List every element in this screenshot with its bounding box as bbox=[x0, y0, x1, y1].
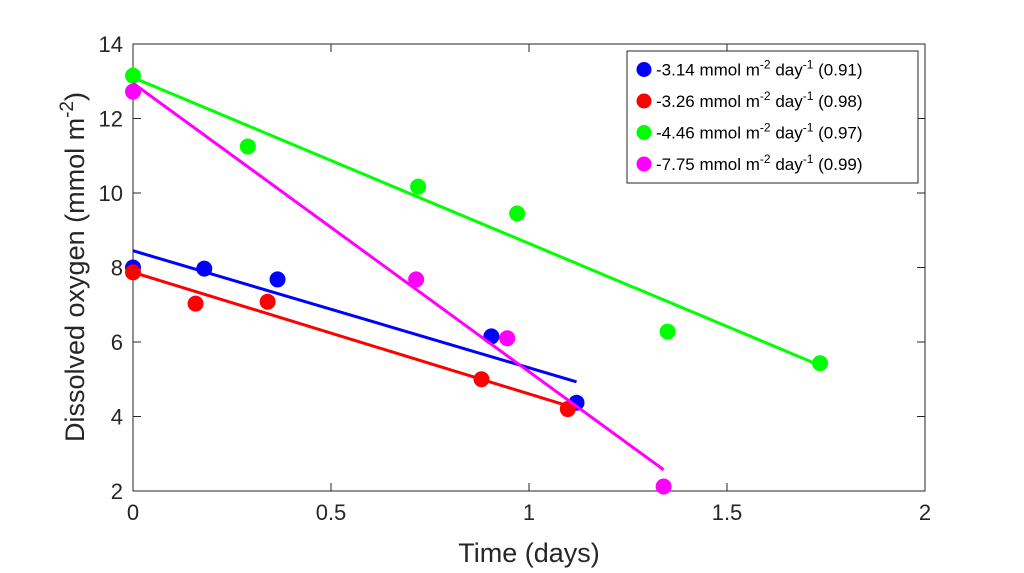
legend-unit1: mmol m bbox=[695, 124, 760, 143]
y-tick-label: 4 bbox=[111, 405, 123, 430]
y-axis-title-sup: -2 bbox=[57, 101, 78, 118]
data-point bbox=[125, 264, 141, 281]
ticks-layer: 0 0.5 1 1.5 2 2 4 6 8 10 12 14 bbox=[99, 32, 932, 525]
legend-sup2: -1 bbox=[803, 121, 814, 135]
data-point bbox=[559, 401, 576, 418]
legend-label: -4.46 mmol m-2 day-1 (0.97) bbox=[656, 121, 863, 143]
legend-marker bbox=[636, 93, 652, 109]
y-axis-title-close: ) bbox=[60, 92, 90, 101]
legend-marker bbox=[636, 62, 652, 77]
series-1 bbox=[125, 264, 576, 418]
fit-line bbox=[132, 270, 570, 408]
legend: -3.14 mmol m-2 day-1 (0.91)-3.26 mmol m-… bbox=[626, 50, 919, 184]
data-point bbox=[473, 371, 490, 388]
data-point bbox=[812, 355, 829, 372]
data-point bbox=[659, 323, 676, 340]
legend-value: -3.14 bbox=[656, 61, 695, 80]
y-tick-label: 6 bbox=[111, 330, 123, 355]
data-point bbox=[499, 330, 516, 347]
legend-r2: (0.91) bbox=[813, 61, 862, 80]
legend-label: -3.26 mmol m-2 day-1 (0.98) bbox=[656, 89, 863, 111]
fit-line bbox=[132, 81, 665, 471]
data-point bbox=[125, 83, 141, 100]
legend-label: -7.75 mmol m-2 day-1 (0.99) bbox=[656, 152, 863, 174]
data-point bbox=[408, 271, 425, 288]
legend-value: -3.26 bbox=[656, 92, 695, 111]
data-point bbox=[655, 478, 672, 495]
x-tick-label: 1 bbox=[523, 500, 535, 525]
legend-r2: (0.98) bbox=[813, 92, 862, 111]
legend-label: -3.14 mmol m-2 day-1 (0.91) bbox=[656, 58, 863, 80]
legend-box bbox=[626, 50, 919, 184]
data-point bbox=[509, 205, 526, 222]
legend-unit1: mmol m bbox=[695, 92, 760, 111]
data-point bbox=[125, 67, 141, 84]
y-tick-label: 10 bbox=[99, 181, 123, 206]
legend-unit2: day bbox=[771, 92, 804, 111]
data-point bbox=[269, 271, 286, 288]
legend-r2: (0.97) bbox=[813, 124, 862, 143]
legend-sup2: -1 bbox=[803, 58, 814, 72]
series-3 bbox=[125, 81, 672, 495]
legend-sup1: -2 bbox=[760, 152, 771, 166]
legend-unit1: mmol m bbox=[695, 61, 760, 80]
fit-line bbox=[132, 76, 821, 367]
data-point bbox=[259, 293, 276, 310]
x-tick-label: 0.5 bbox=[316, 500, 347, 525]
data-point bbox=[410, 178, 427, 195]
data-point bbox=[187, 295, 204, 312]
data-point bbox=[196, 260, 213, 277]
legend-marker bbox=[636, 125, 652, 140]
legend-r2: (0.99) bbox=[813, 155, 862, 174]
legend-unit2: day bbox=[771, 61, 804, 80]
legend-unit1: mmol m bbox=[695, 155, 760, 174]
y-tick-label: 8 bbox=[111, 256, 123, 281]
series-layer bbox=[125, 67, 829, 495]
x-tick-label: 2 bbox=[919, 500, 931, 525]
x-tick-label: 1.5 bbox=[712, 500, 743, 525]
legend-value: -4.46 bbox=[656, 124, 695, 143]
y-tick-label: 14 bbox=[99, 32, 123, 57]
legend-marker bbox=[636, 156, 652, 172]
legend-sup1: -2 bbox=[760, 89, 771, 103]
legend-sup2: -1 bbox=[803, 89, 814, 103]
y-tick-label: 12 bbox=[99, 107, 123, 132]
legend-sup2: -1 bbox=[803, 152, 814, 166]
legend-unit2: day bbox=[771, 124, 804, 143]
y-axis-title: Dissolved oxygen (mmol m-2) bbox=[57, 92, 90, 442]
legend-sup1: -2 bbox=[760, 58, 771, 72]
y-tick-label: 2 bbox=[111, 479, 123, 504]
legend-value: -7.75 bbox=[656, 155, 695, 174]
legend-sup1: -2 bbox=[760, 121, 771, 135]
x-tick-label: 0 bbox=[127, 500, 139, 525]
y-axis-title-main: Dissolved oxygen (mmol m bbox=[60, 118, 90, 442]
legend-unit2: day bbox=[771, 155, 804, 174]
x-axis-title: Time (days) bbox=[458, 538, 600, 568]
data-point bbox=[239, 138, 256, 155]
series-2 bbox=[125, 67, 829, 372]
